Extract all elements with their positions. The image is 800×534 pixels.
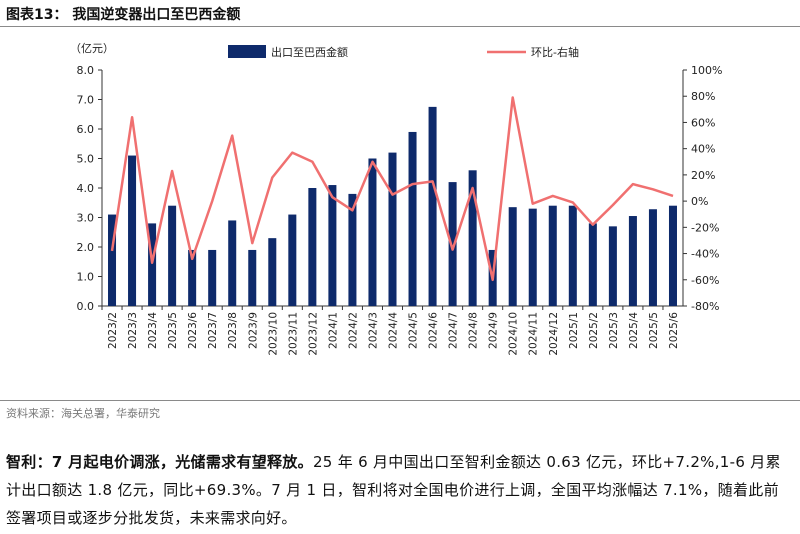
bar-2023/8 (228, 220, 237, 306)
axes: 0.0 1.0 2.0 3.0 4.0 5.0 6.0 7.0 8.0 -80% -60% -40% -… (77, 64, 723, 313)
x-tick-label: 2024/6 (428, 312, 440, 349)
bar-2023/6 (188, 249, 197, 306)
x-tick-label: 2025/3 (608, 312, 620, 349)
x-tick-label: 2023/12 (307, 312, 319, 356)
y-right-tick-label: 40% (691, 143, 715, 156)
bar-2025/4 (628, 216, 637, 306)
legend-bar-swatch (228, 45, 266, 58)
y-left-axis-unit: （亿元） (70, 42, 114, 55)
x-tick-label: 2024/3 (367, 312, 379, 349)
source-divider (0, 400, 800, 401)
legend-bar-label: 出口至巴西金额 (271, 45, 348, 59)
x-tick-label: 2024/11 (528, 312, 540, 356)
bar-2024/12 (548, 205, 557, 306)
bar-2023/9 (248, 249, 257, 306)
x-tick-labels: 2023/2 2023/3 2023/4 2023/5 2023/6 2023/7 2023… (101, 306, 680, 356)
bar-2023/3 (128, 155, 137, 306)
y-right-tick-label: -40% (691, 248, 719, 261)
x-tick-label: 2023/9 (247, 312, 259, 349)
x-tick-label: 2023/2 (107, 312, 119, 349)
x-tick-label: 2024/4 (388, 312, 400, 349)
x-tick-label: 2024/5 (408, 312, 420, 349)
source-note: 资料来源：海关总署，华泰研究 (6, 407, 160, 420)
x-tick-label: 2023/4 (147, 312, 159, 349)
x-tick-label: 2025/1 (568, 312, 580, 349)
bar-2023/7 (208, 249, 217, 306)
x-tick-label: 2024/12 (548, 312, 560, 356)
bar-2025/1 (568, 205, 577, 306)
y-left-tick-label: 8.0 (77, 64, 95, 77)
legend: 出口至巴西金额 环比-右轴 (228, 45, 579, 59)
y-left-tick-label: 1.0 (77, 271, 95, 284)
y-left-tick-label: 6.0 (77, 123, 95, 136)
bar-2023/4 (148, 223, 157, 306)
x-tick-label: 2024/1 (327, 312, 339, 349)
y-right-tick-label: -80% (691, 300, 719, 313)
x-tick-label: 2025/6 (668, 312, 680, 349)
bar-2025/2 (588, 223, 597, 306)
legend-line-label: 环比-右轴 (531, 45, 579, 59)
x-tick-label: 2024/9 (488, 312, 500, 349)
bar-2025/6 (668, 205, 677, 306)
bar-2025/3 (608, 226, 617, 306)
paragraph-body: 25 年 6 月中国出口至智利金额达 0.63 亿元，环比+7.2%,1-6 月… (6, 453, 781, 527)
line-series (110, 96, 674, 282)
y-right-tick-label: 60% (691, 116, 715, 129)
y-right-tick-label: 100% (691, 64, 722, 77)
x-tick-label: 2024/7 (448, 312, 460, 349)
bar-series (108, 106, 677, 306)
y-right-tick-label: 20% (691, 169, 715, 182)
x-tick-label: 2023/5 (167, 312, 179, 349)
bar-2023/11 (288, 214, 297, 306)
x-tick-label: 2024/10 (508, 312, 520, 356)
title-divider (0, 26, 800, 27)
chart-title: 图表13： 我国逆变器出口至巴西金额 (6, 7, 241, 23)
x-tick-label: 2023/6 (187, 312, 199, 349)
bar-2023/2 (108, 214, 117, 306)
x-tick-label: 2025/2 (588, 312, 600, 349)
bar-2024/11 (528, 208, 537, 306)
y-left-tick-label: 4.0 (77, 182, 95, 195)
y-left-tick-label: 2.0 (77, 241, 95, 254)
y-left-tick-label: 5.0 (77, 153, 95, 166)
bar-2023/5 (168, 205, 177, 306)
bar-2023/10 (268, 238, 277, 306)
bar-2024/1 (328, 185, 337, 306)
y-right-tick-label: -60% (691, 274, 719, 287)
x-tick-label: 2025/4 (628, 312, 640, 349)
bar-2024/2 (348, 193, 357, 306)
x-tick-label: 2024/2 (347, 312, 359, 349)
paragraph-headline: 智利：7 月起电价调涨，光储需求有望释放。 (6, 453, 313, 471)
x-tick-label: 2023/3 (127, 312, 139, 349)
y-right-tick-label: 80% (691, 90, 715, 103)
bar-2024/8 (468, 170, 477, 306)
x-tick-label: 2023/10 (267, 312, 279, 356)
bar-2024/6 (428, 106, 437, 306)
x-tick-label: 2023/8 (227, 312, 239, 349)
x-tick-label: 2023/11 (287, 312, 299, 356)
y-right-tick-label: -20% (691, 221, 719, 234)
y-right-tick-label: 0% (691, 195, 708, 208)
y-left-tick-label: 0.0 (77, 300, 95, 313)
x-tick-label: 2023/7 (207, 312, 219, 349)
y-left-tick-label: 7.0 (77, 94, 95, 107)
bar-2024/10 (508, 207, 517, 306)
bar-2024/7 (448, 182, 457, 306)
bar-2024/5 (408, 131, 417, 306)
bar-2023/12 (308, 188, 317, 306)
bar-2025/5 (648, 209, 657, 306)
bar-2024/4 (388, 152, 397, 306)
bar-2024/3 (368, 158, 377, 306)
chart: 出口至巴西金额 环比-右轴 （亿元） 0.0 1.0 2.0 3.0 4.0 5.0 6.0… (70, 42, 723, 356)
x-tick-label: 2025/5 (648, 312, 660, 349)
x-tick-label: 2024/8 (468, 312, 480, 349)
y-left-tick-label: 3.0 (77, 212, 95, 225)
body-paragraph: 智利：7 月起电价调涨，光储需求有望释放。25 年 6 月中国出口至智利金额达 … (6, 448, 794, 532)
